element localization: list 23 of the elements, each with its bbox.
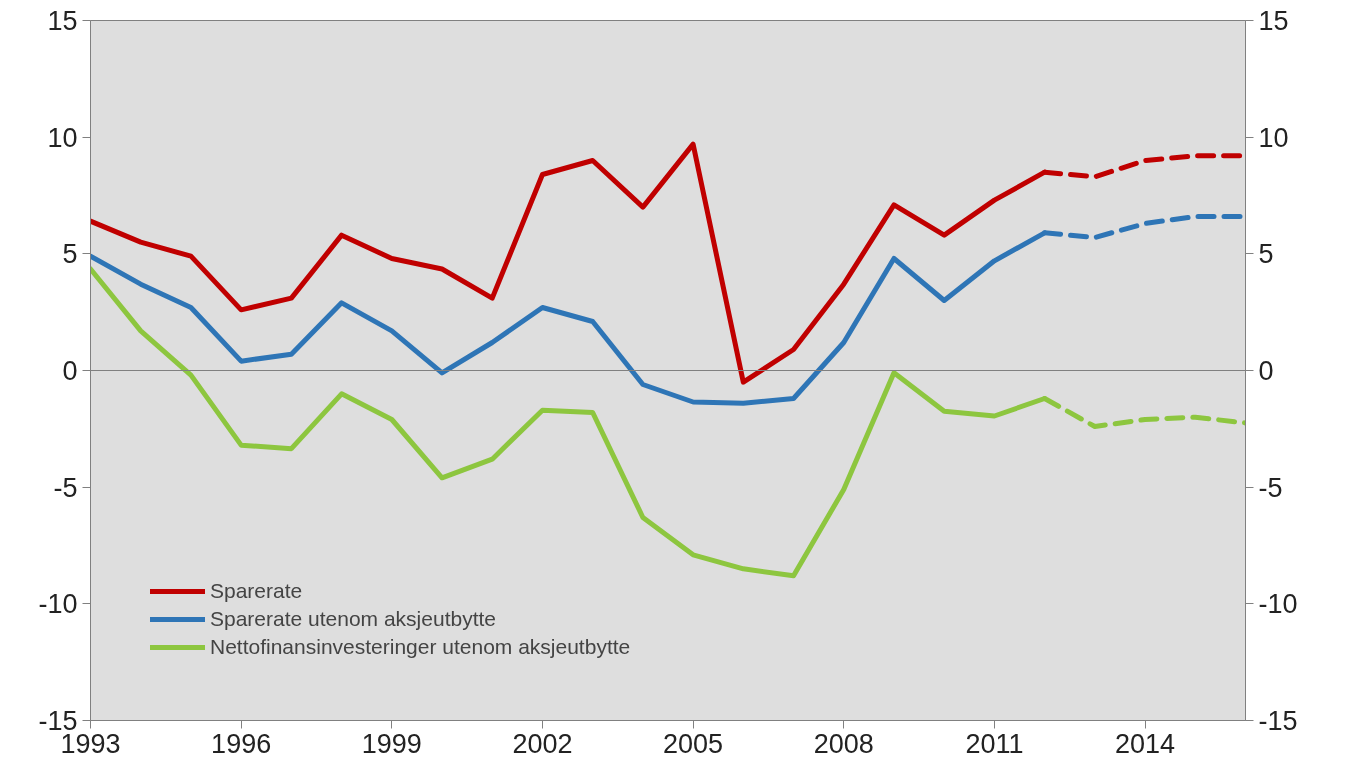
y-tick-label: -5 bbox=[53, 472, 78, 503]
y2-tick-label: 5 bbox=[1258, 239, 1274, 270]
x-tick-label: 1999 bbox=[361, 728, 422, 759]
y-tick-label: 10 bbox=[47, 122, 78, 153]
y2-tick-label: -5 bbox=[1258, 472, 1283, 503]
y2-tick-label: 0 bbox=[1258, 356, 1274, 386]
y-tick-label: 0 bbox=[62, 356, 78, 386]
y2-tick-label: -10 bbox=[1258, 589, 1298, 620]
x-tick-label: 2005 bbox=[663, 728, 724, 759]
x-tick-label: 2002 bbox=[512, 728, 573, 759]
y2-tick-label: -15 bbox=[1258, 706, 1298, 736]
y-tick-label: 5 bbox=[62, 239, 78, 270]
legend-label: Sparerate utenom aksjeutbytte bbox=[210, 606, 497, 632]
legend-label: Sparerate bbox=[210, 578, 303, 604]
x-tick-label: 2014 bbox=[1115, 728, 1176, 759]
y2-tick-label: 15 bbox=[1258, 6, 1289, 36]
y-tick-label: 15 bbox=[47, 6, 78, 36]
legend-label: Nettofinansinvesteringer utenom aksjeutbytte bbox=[210, 634, 631, 660]
y-tick-label: -10 bbox=[38, 589, 78, 620]
x-tick-label: 2011 bbox=[965, 728, 1024, 759]
y2-tick-label: 10 bbox=[1258, 122, 1289, 153]
x-tick-label: 1996 bbox=[211, 728, 272, 759]
x-tick-label: 2008 bbox=[813, 728, 874, 759]
